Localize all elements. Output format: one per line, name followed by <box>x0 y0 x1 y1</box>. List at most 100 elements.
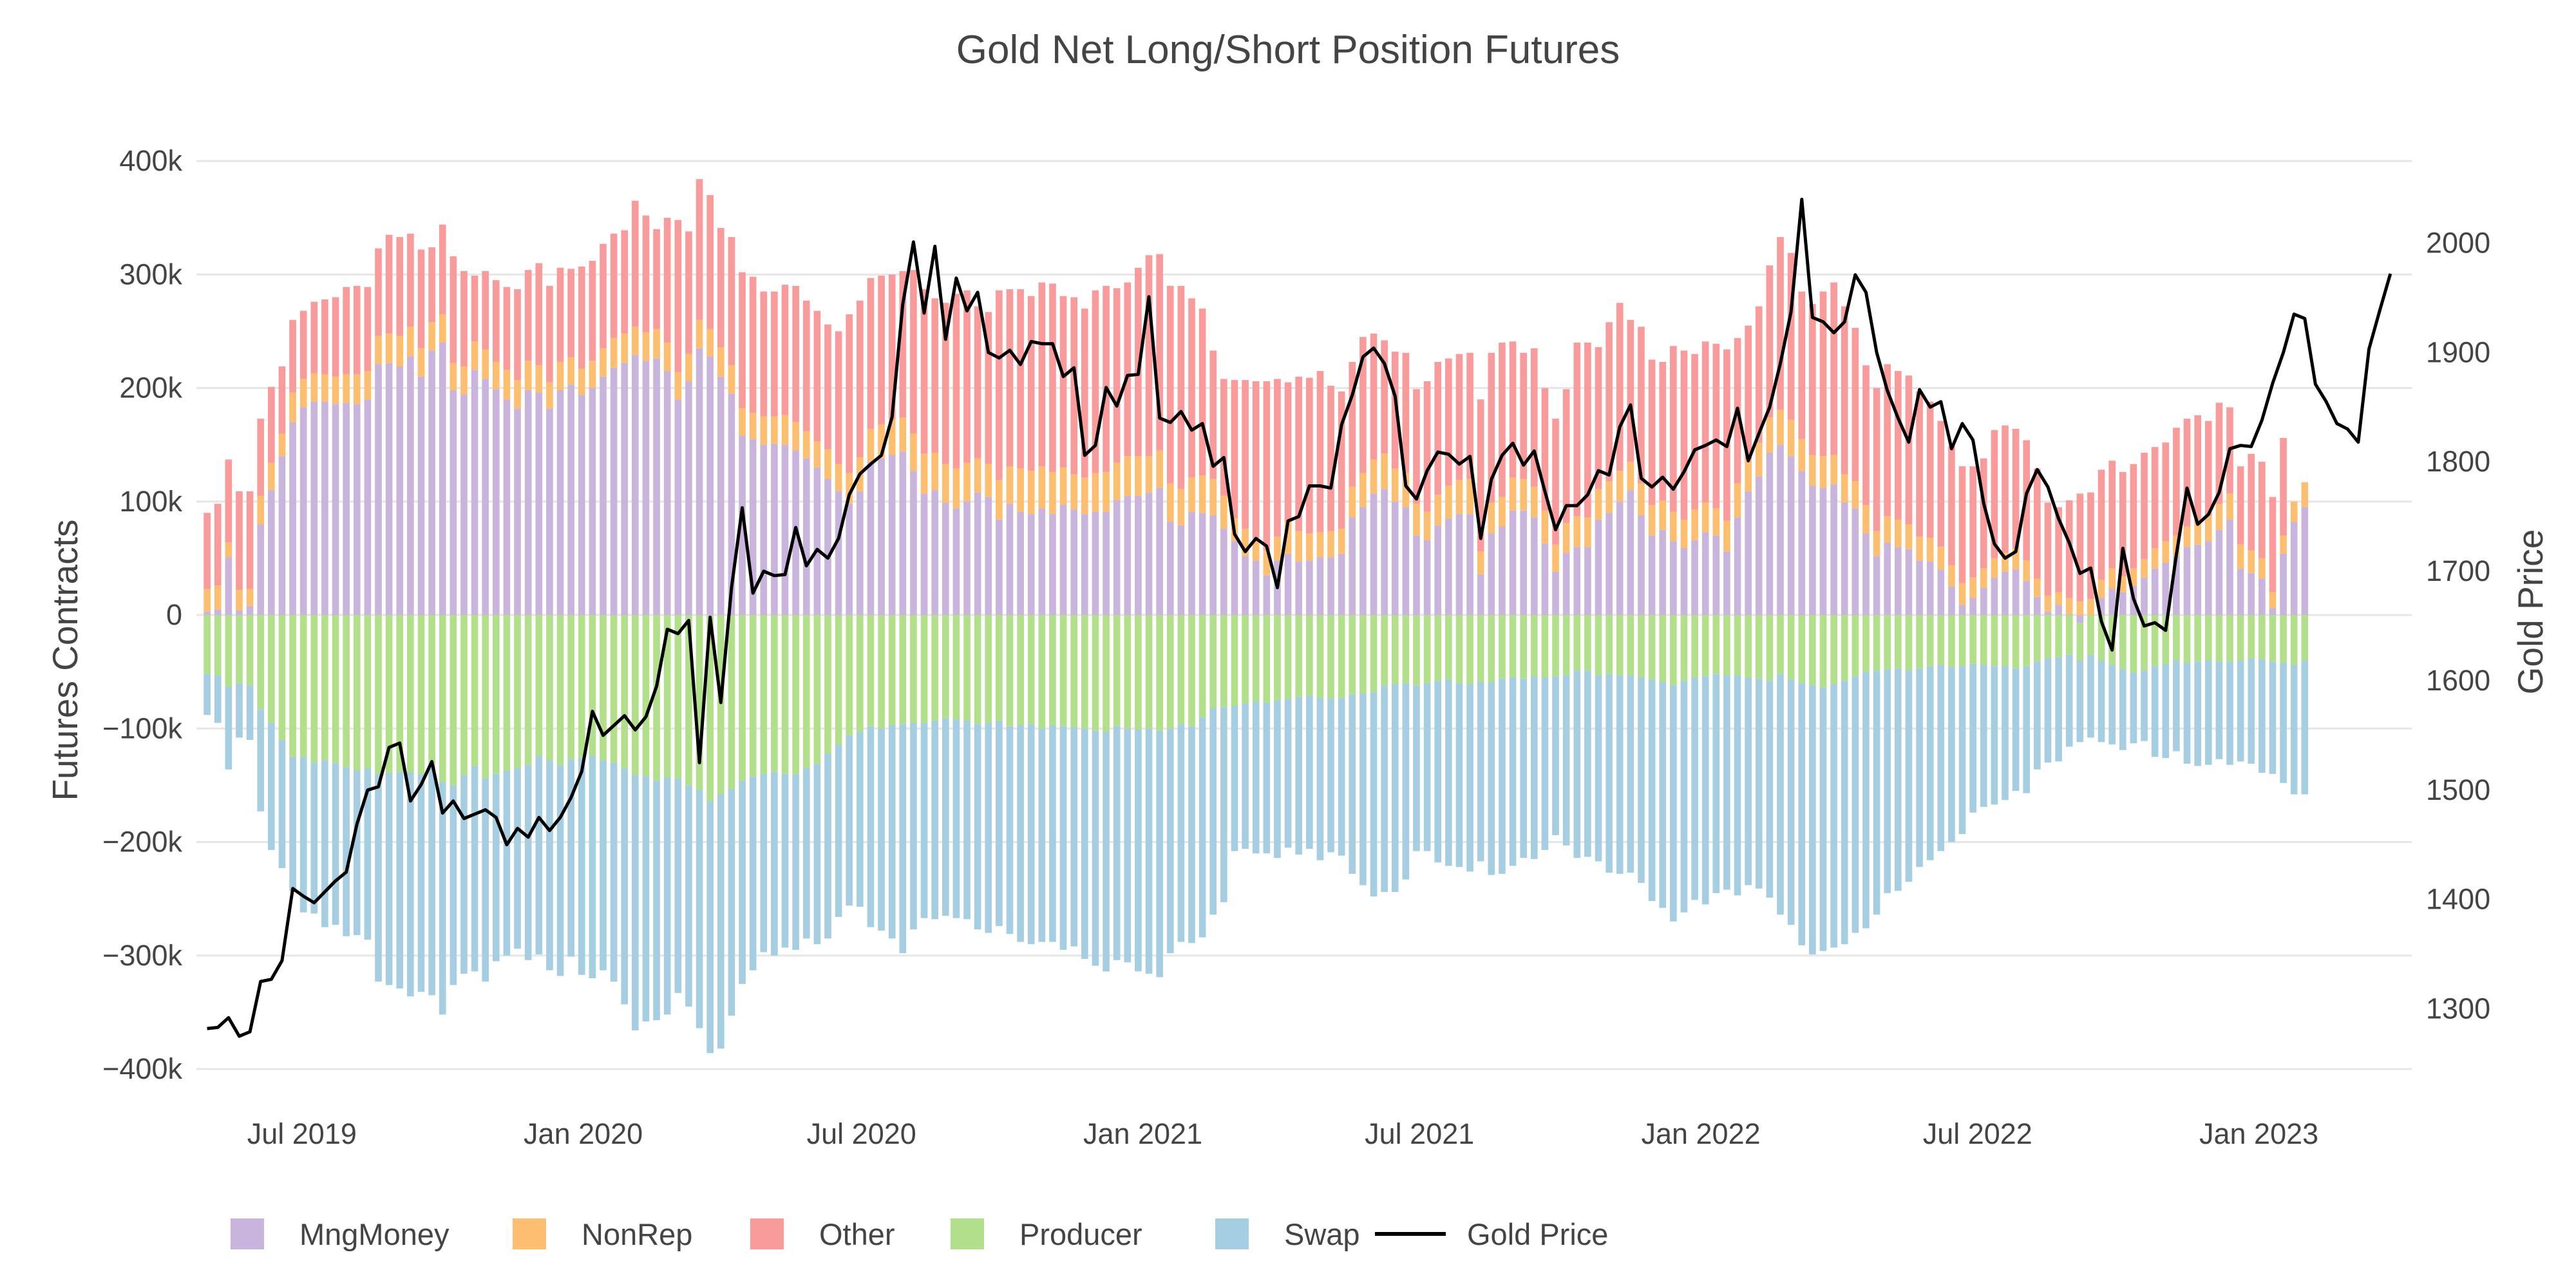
bar-other <box>1038 282 1046 467</box>
bar-producer <box>974 615 981 724</box>
bar-other <box>1124 282 1132 457</box>
bar-other <box>739 272 746 409</box>
bar-nonrep <box>1895 519 1902 547</box>
bar-other <box>963 290 971 463</box>
y-tick-label: −300k <box>102 939 182 972</box>
bar-producer <box>1541 615 1549 677</box>
bar-nonrep <box>1070 474 1078 510</box>
bar-swap <box>1242 703 1249 849</box>
bar-other <box>1509 341 1517 478</box>
bar-producer <box>621 615 629 768</box>
bar-nonrep <box>1552 544 1559 573</box>
bar-nonrep <box>1777 409 1784 445</box>
bar-other <box>1103 285 1110 472</box>
bar-producer <box>1873 615 1880 671</box>
bar-swap <box>1948 667 1955 842</box>
bar-nonrep <box>204 589 211 612</box>
bar-swap <box>1873 670 1880 915</box>
bar-swap <box>1787 679 1795 925</box>
bar-producer <box>1177 615 1185 724</box>
bar-nonrep <box>899 417 907 452</box>
bar-other <box>1862 365 1870 506</box>
bar-swap <box>289 757 296 891</box>
bar-swap <box>1627 675 1634 873</box>
bar-nonrep <box>546 382 553 409</box>
bar-producer <box>888 615 896 725</box>
bar-other <box>1541 388 1549 511</box>
bar-swap <box>268 723 275 850</box>
bar-producer <box>1135 615 1142 730</box>
bar-mngmoney <box>1895 547 1902 615</box>
bar-producer <box>2002 615 2009 667</box>
bar-producer <box>867 615 875 726</box>
bar-swap <box>321 760 328 927</box>
bar-other <box>1156 254 1163 451</box>
bar-other <box>1252 381 1260 538</box>
bar-mngmoney <box>1295 562 1303 615</box>
bar-swap <box>760 773 768 952</box>
bar-mngmoney <box>1049 514 1056 615</box>
bar-swap <box>1263 702 1271 854</box>
bar-mngmoney <box>1445 518 1452 615</box>
bar-nonrep <box>450 363 457 391</box>
bar-producer <box>2215 615 2223 662</box>
bar-swap <box>931 720 938 920</box>
bar-producer <box>299 615 307 757</box>
bar-swap <box>1584 670 1591 857</box>
bar-mngmoney <box>2098 598 2105 615</box>
bar-nonrep <box>1819 456 1827 488</box>
bar-nonrep <box>278 433 286 457</box>
bar-other <box>824 324 831 450</box>
bar-swap <box>1006 726 1014 934</box>
legend-swatch-nonrep <box>513 1218 546 1249</box>
bar-swap <box>996 720 1003 926</box>
bar-mngmoney <box>1284 553 1292 615</box>
bar-other <box>1755 306 1763 443</box>
bar-other <box>1552 419 1559 545</box>
bar-mngmoney <box>428 350 435 615</box>
bar-nonrep <box>1263 550 1271 576</box>
bar-other <box>728 237 735 366</box>
bar-producer <box>1295 615 1303 697</box>
bar-swap <box>1798 683 1806 945</box>
bar-swap <box>1252 701 1260 854</box>
bar-swap <box>2141 670 2148 741</box>
bar-nonrep <box>1723 520 1730 552</box>
y-tick-label: −200k <box>102 826 182 858</box>
bar-other <box>2055 507 2062 592</box>
bar-swap <box>642 776 650 1021</box>
bar-other <box>760 291 768 417</box>
bar-mngmoney <box>1305 560 1313 615</box>
bar-other <box>375 248 382 336</box>
bar-other <box>1991 430 1998 558</box>
bar-mngmoney <box>268 490 275 615</box>
bar-swap <box>696 790 703 1028</box>
bar-other <box>674 220 682 372</box>
x-tick-label: Jan 2021 <box>1083 1117 1202 1150</box>
bar-mngmoney <box>1220 529 1227 615</box>
bar-other <box>2204 421 2212 516</box>
bar-swap <box>1680 681 1688 913</box>
bar-swap <box>1370 692 1378 897</box>
bar-swap <box>2076 660 2084 743</box>
bar-producer <box>1124 615 1132 729</box>
bar-swap <box>910 723 917 930</box>
x-axis-ticks: Jul 2019 Jan 2020 Jul 2020 Jan 2021 Jul 2021… <box>247 1117 2318 1150</box>
bar-swap <box>1327 699 1334 853</box>
bar-producer <box>1638 615 1645 677</box>
bar-mngmoney <box>963 501 971 615</box>
bar-other <box>2269 497 2277 592</box>
bar-producer <box>2237 615 2244 661</box>
bar-nonrep <box>1413 504 1420 536</box>
bar-swap <box>600 760 607 971</box>
bar-swap <box>1712 674 1720 893</box>
bar-nonrep <box>578 368 585 395</box>
bar-mngmoney <box>685 381 692 615</box>
bar-mngmoney <box>1188 511 1195 615</box>
bar-swap <box>920 723 928 918</box>
bar-nonrep <box>1798 439 1806 471</box>
bar-nonrep <box>1958 583 1966 605</box>
bar-swap <box>2237 660 2244 762</box>
bar-swap <box>1670 685 1677 922</box>
bar-nonrep <box>728 365 735 394</box>
